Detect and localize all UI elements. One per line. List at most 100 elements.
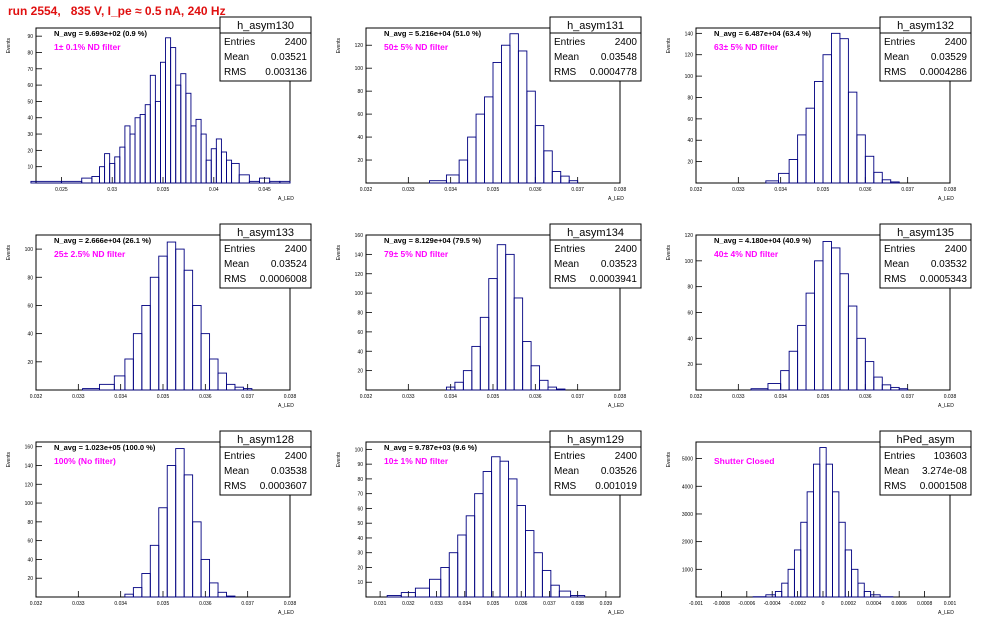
y-tick-label: 20 — [357, 565, 363, 571]
histogram-bin — [856, 134, 866, 184]
x-tick-label: 0.038 — [944, 187, 957, 193]
x-tick-label: 0.038 — [944, 394, 957, 400]
x-tick-label: 0.035 — [817, 394, 830, 400]
stats-box-name: h_asym134 — [567, 227, 624, 239]
x-tick-label: -0.0008 — [713, 601, 730, 607]
histogram-title: N_avg = 1.023e+05 (100.0 %) — [54, 443, 156, 452]
y-tick-label: 60 — [27, 83, 33, 89]
histogram-bin — [781, 582, 789, 598]
x-tick-label: 0.034 — [114, 394, 127, 400]
histogram-bin — [132, 333, 143, 391]
x-tick-label: 0.036 — [199, 601, 212, 607]
stats-value: 0.03529 — [931, 52, 968, 63]
stats-label: Entries — [884, 37, 915, 48]
histogram-bin — [774, 591, 783, 598]
stats-box: h_asym134 Entries 2400 Mean 0.03523 RMS 0.0003… — [549, 223, 642, 289]
histogram-bin — [209, 582, 219, 598]
x-tick-label: 0.036 — [529, 187, 542, 193]
stats-value: 2400 — [285, 451, 308, 462]
x-tick-label: 0.031 — [374, 601, 387, 607]
histogram-bin — [533, 552, 543, 598]
histogram-bin — [568, 180, 579, 184]
histogram-bin — [814, 80, 824, 184]
histogram-bin — [513, 297, 524, 391]
stats-label: Entries — [224, 244, 255, 255]
y-tick-label: 120 — [355, 272, 364, 278]
histogram-bin — [814, 260, 824, 391]
histogram-panel-h_asym130: 10 20 30 40 50 60 70 80 90 0.025 0.03 0.035 0.04 0.04… — [6, 16, 312, 202]
histogram-bin — [209, 358, 219, 391]
histogram-bin — [505, 253, 515, 391]
histogram-bin — [132, 587, 143, 598]
x-tick-label: 0.033 — [72, 394, 85, 400]
histogram-bin — [154, 100, 161, 184]
histogram-bin — [522, 341, 532, 391]
histogram-bin — [539, 379, 549, 391]
stats-box: h_asym132 Entries 2400 Mean 0.03529 RMS 0.0004… — [879, 16, 972, 82]
x-tick-label: -0.0006 — [738, 601, 755, 607]
y-tick-label: 60 — [27, 303, 33, 309]
x-tick-label: 0.001 — [944, 601, 957, 607]
stats-value: 0.0001508 — [920, 481, 968, 492]
y-tick-label: 140 — [355, 252, 364, 258]
histogram-bin — [175, 248, 185, 391]
histogram-bin — [474, 493, 484, 598]
histogram-bin — [238, 174, 250, 184]
y-tick-label: 40 — [687, 336, 693, 342]
histogram-bin — [543, 150, 553, 184]
x-tick-label: 0.038 — [614, 187, 627, 193]
histogram-bin — [488, 278, 498, 391]
stats-value: 0.03548 — [601, 52, 638, 63]
histogram-bin — [525, 530, 535, 598]
stats-value: 0.03526 — [601, 466, 638, 477]
y-tick-label: 50 — [357, 521, 363, 527]
y-tick-label: 40 — [27, 557, 33, 563]
histogram-bin — [124, 358, 134, 391]
histogram-bin — [767, 383, 782, 391]
x-tick-label: 0.025 — [55, 187, 68, 193]
y-axis-title: Events — [336, 38, 342, 54]
y-tick-label: 100 — [355, 447, 364, 453]
stats-label: Mean — [554, 466, 579, 477]
x-tick-label: 0.032 — [360, 394, 373, 400]
histogram-bin — [149, 74, 156, 184]
histogram-bin — [839, 273, 849, 391]
x-tick-label: 0.033 — [402, 187, 415, 193]
stats-label: Entries — [224, 451, 255, 462]
x-tick-label: 0.035 — [157, 601, 170, 607]
y-tick-label: 90 — [357, 462, 363, 468]
histogram-bin — [778, 172, 790, 184]
histogram-bin — [551, 171, 562, 184]
histogram-bin — [509, 33, 519, 184]
x-tick-label: 0.032 — [30, 601, 43, 607]
stats-box: h_asym133 Entries 2400 Mean 0.03524 RMS 0.0006… — [219, 223, 312, 289]
x-tick-label: 0.034 — [444, 394, 457, 400]
stats-box-frame — [879, 223, 972, 289]
x-tick-label: 0.035 — [487, 187, 500, 193]
histogram-bin — [30, 180, 62, 184]
x-tick-label: 0.036 — [859, 394, 872, 400]
histogram-bin — [864, 155, 875, 184]
histogram-bin — [844, 549, 853, 598]
histogram-bin — [99, 383, 115, 391]
histogram-bin — [873, 171, 883, 184]
stats-box-name: h_asym133 — [237, 227, 294, 239]
histogram-bin — [822, 54, 832, 184]
stats-value: 0.003136 — [265, 67, 307, 78]
x-tick-label: -0.0004 — [764, 601, 781, 607]
histogram-bin — [113, 375, 126, 391]
stats-label: RMS — [224, 481, 247, 492]
histogram-bin — [471, 345, 481, 391]
x-tick-label: 0.033 — [72, 601, 85, 607]
y-tick-label: 90 — [27, 34, 33, 40]
histogram-panel-h_asym128: 20 40 60 80 100 120 140 160 0.032 0.033 0.034 0.035… — [6, 430, 312, 616]
x-axis-title: A_LED — [938, 610, 954, 616]
y-tick-label: 20 — [27, 360, 33, 366]
stats-value: 2400 — [945, 244, 968, 255]
histogram-bin — [200, 133, 207, 184]
y-tick-label: 140 — [25, 463, 34, 469]
histogram-bin — [787, 568, 795, 598]
x-tick-label: 0.037 — [543, 601, 556, 607]
filter-annotation: 50± 5% ND filter — [384, 42, 449, 52]
